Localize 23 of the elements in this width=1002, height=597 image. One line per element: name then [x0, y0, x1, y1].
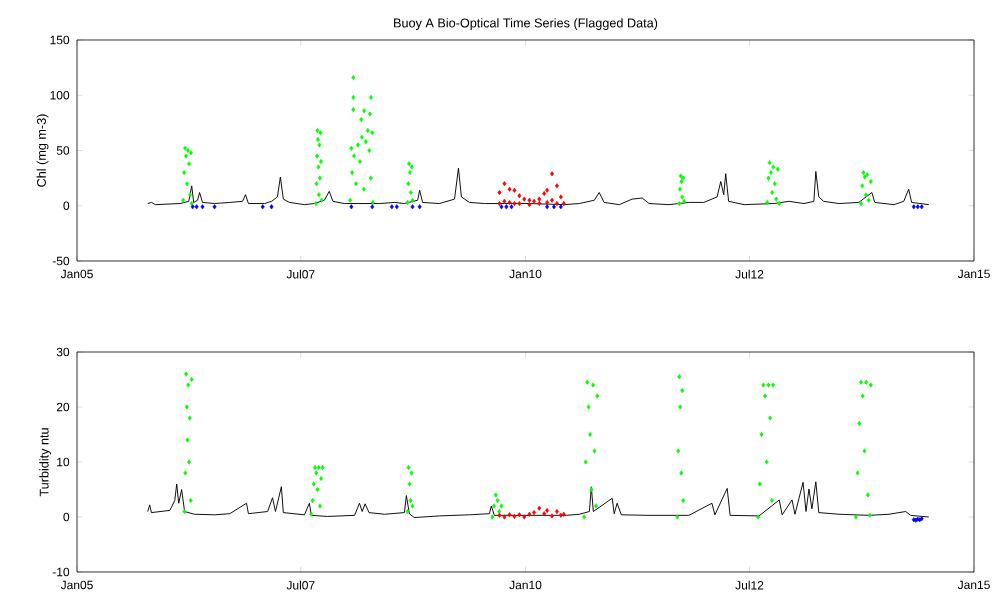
y-tick-label: 100 [50, 90, 70, 100]
y-tick-label: -50 [52, 256, 70, 266]
x-tick-label: Jul12 [735, 580, 764, 590]
y-tick-label: 10 [57, 457, 70, 467]
x-tick-label: Jan05 [60, 580, 93, 590]
chart-title: Buoy A Bio-Optical Time Series (Flagged Data) [394, 18, 658, 30]
x-tick-label: Jul07 [286, 269, 315, 279]
y-tick-label: 30 [56, 347, 70, 357]
x-tick-label: Jan10 [509, 269, 542, 279]
y-tick-label: 20 [56, 402, 70, 412]
y-tick-label: -10 [52, 567, 70, 577]
y-tick-label: 0 [63, 201, 70, 210]
y-tick-label: 150 [50, 35, 70, 45]
x-tick-label: Jan15 [957, 269, 990, 279]
y-tick-label: 50 [56, 146, 70, 155]
y-axis-title: Turbidity ntu [39, 428, 52, 497]
y-axis-title: Chl (mg m-3) [36, 114, 49, 187]
x-tick-label: Jan10 [509, 580, 542, 590]
y-tick-label: 0 [63, 512, 70, 522]
x-tick-label: Jul12 [735, 269, 764, 279]
x-tick-label: Jan15 [957, 580, 990, 590]
x-tick-label: Jan05 [60, 269, 93, 279]
x-tick-label: Jul07 [286, 580, 315, 590]
